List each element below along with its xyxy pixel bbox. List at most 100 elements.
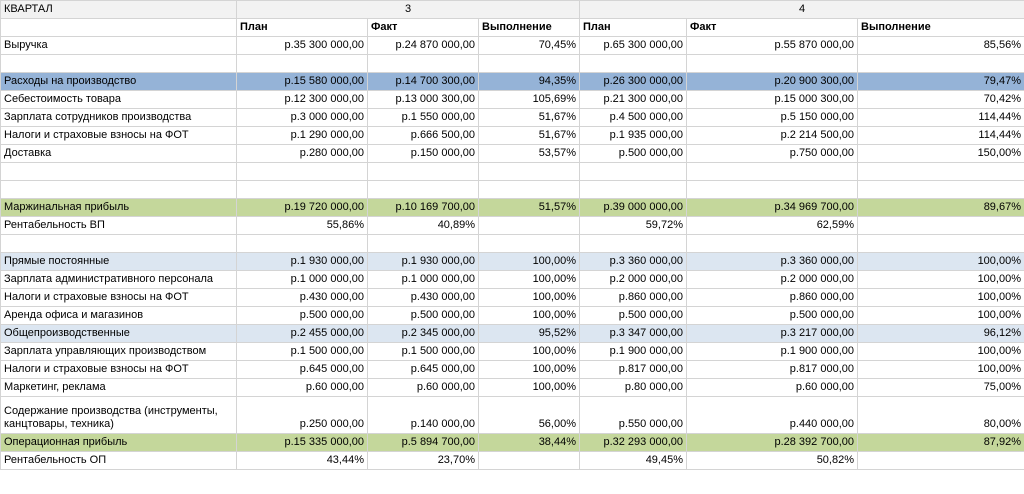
cell-q4-done[interactable] [857,162,1024,181]
cell-q3-fact[interactable]: р.150 000,00 [367,144,479,163]
cell-label[interactable] [0,234,237,253]
cell-q3-done[interactable]: 38,44% [478,433,580,452]
cell-q4-fact[interactable]: р.440 000,00 [686,396,858,434]
cell-q4-fact[interactable]: р.15 000 300,00 [686,90,858,109]
cell-q4-done[interactable]: 75,00% [857,378,1024,397]
cell-label[interactable]: Налоги и страховые взносы на ФОТ [0,360,237,379]
cell-q4-done[interactable] [857,54,1024,73]
cell-q3-plan[interactable]: р.1 500 000,00 [236,342,368,361]
cell-q4-plan[interactable]: р.32 293 000,00 [579,433,687,452]
cell-q4-fact[interactable]: р.3 217 000,00 [686,324,858,343]
cell-label[interactable]: Зарплата административного персонала [0,270,237,289]
cell-q3-done[interactable]: 53,57% [478,144,580,163]
cell-label[interactable]: Себестоимость товара [0,90,237,109]
cell-q3-fact[interactable]: р.1 500 000,00 [367,342,479,361]
cell-label[interactable]: Маркетинг, реклама [0,378,237,397]
cell-label[interactable]: Операционная прибыль [0,433,237,452]
cell-q3-done[interactable]: 51,57% [478,198,580,217]
cell-q3-done[interactable]: 100,00% [478,378,580,397]
cell-q4-plan[interactable]: р.860 000,00 [579,288,687,307]
cell-quarter-4[interactable]: 4 [579,0,1024,19]
cell-q3-done[interactable]: 95,52% [478,324,580,343]
cell-q4-done[interactable]: 100,00% [857,306,1024,325]
cell-q4-plan[interactable]: р.3 347 000,00 [579,324,687,343]
cell-q4-done[interactable]: 70,42% [857,90,1024,109]
cell-q3-fact[interactable] [367,234,479,253]
cell-q3-done[interactable]: 94,35% [478,72,580,91]
cell-q3-plan[interactable]: р.280 000,00 [236,144,368,163]
cell-label[interactable]: Налоги и страховые взносы на ФОТ [0,288,237,307]
cell-q3-fact[interactable] [367,180,479,199]
cell-q3-plan[interactable]: р.1 000 000,00 [236,270,368,289]
cell-q3-fact[interactable] [367,162,479,181]
cell-q3-done[interactable]: 100,00% [478,252,580,271]
cell-q4-plan[interactable]: 49,45% [579,451,687,470]
cell-label[interactable] [0,54,237,73]
cell-q3-done[interactable]: 51,67% [478,126,580,145]
cell-q3-done[interactable] [478,451,580,470]
cell-q4-plan[interactable] [579,180,687,199]
cell-q4-fact[interactable]: р.55 870 000,00 [686,36,858,55]
cell-q3-plan[interactable]: р.19 720 000,00 [236,198,368,217]
cell-q4-plan[interactable]: р.21 300 000,00 [579,90,687,109]
cell-q4-plan[interactable]: р.3 360 000,00 [579,252,687,271]
cell-q4-fact[interactable]: 50,82% [686,451,858,470]
cell-q3-plan[interactable]: 43,44% [236,451,368,470]
cell-q4-fact[interactable]: р.5 150 000,00 [686,108,858,127]
cell-q3-fact[interactable]: р.645 000,00 [367,360,479,379]
cell-q4-fact[interactable] [686,234,858,253]
cell-q4-done[interactable] [857,451,1024,470]
cell-q4-plan[interactable]: р.817 000,00 [579,360,687,379]
cell-q3-fact[interactable]: р.140 000,00 [367,396,479,434]
cell-q4-plan[interactable]: 59,72% [579,216,687,235]
cell-q3-plan[interactable]: р.12 300 000,00 [236,90,368,109]
cell-label[interactable]: Маржинальная прибыль [0,198,237,217]
cell-q3-done[interactable]: 70,45% [478,36,580,55]
cell-q3-done[interactable]: 100,00% [478,306,580,325]
cell-q4-done[interactable]: 114,44% [857,108,1024,127]
cell-q3-plan[interactable]: р.500 000,00 [236,306,368,325]
cell-label[interactable]: Зарплата сотрудников производства [0,108,237,127]
cell-q4-done[interactable] [857,180,1024,199]
cell-q4-plan[interactable] [579,234,687,253]
cell-q3-fact[interactable]: 23,70% [367,451,479,470]
cell-q4-done[interactable]: 85,56% [857,36,1024,55]
cell-q4-fact[interactable]: р.1 900 000,00 [686,342,858,361]
cell-q3-fact[interactable]: р.430 000,00 [367,288,479,307]
cell-q3-done[interactable] [478,216,580,235]
cell-q3-plan[interactable] [236,162,368,181]
cell-q3-done[interactable]: 56,00% [478,396,580,434]
cell-q3-fact[interactable]: р.1 550 000,00 [367,108,479,127]
cell-q4-plan[interactable]: р.65 300 000,00 [579,36,687,55]
cell-q3-plan[interactable]: р.430 000,00 [236,288,368,307]
cell-q4-done[interactable]: 100,00% [857,252,1024,271]
cell-q3-done[interactable]: 51,67% [478,108,580,127]
cell-q3-plan[interactable]: 55,86% [236,216,368,235]
cell-q4-done[interactable]: 114,44% [857,126,1024,145]
cell-q3-fact[interactable] [367,54,479,73]
cell-q3-plan[interactable]: р.15 580 000,00 [236,72,368,91]
cell-q4-fact[interactable] [686,54,858,73]
cell-q3-plan[interactable]: р.645 000,00 [236,360,368,379]
cell-q4-plan[interactable] [579,162,687,181]
cell-q4-done[interactable]: 89,67% [857,198,1024,217]
cell-empty-header[interactable] [0,18,237,37]
cell-label[interactable]: Расходы на производство [0,72,237,91]
cell-q3-plan[interactable]: р.2 455 000,00 [236,324,368,343]
cell-q3-done[interactable] [478,162,580,181]
cell-q4-done[interactable]: 100,00% [857,270,1024,289]
cell-title[interactable]: КВАРТАЛ [0,0,237,19]
cell-q4-plan[interactable]: р.39 000 000,00 [579,198,687,217]
cell-q4-fact[interactable]: р.28 392 700,00 [686,433,858,452]
cell-q4-done[interactable]: 87,92% [857,433,1024,452]
cell-label[interactable]: Доставка [0,144,237,163]
cell-q4-fact[interactable]: р.817 000,00 [686,360,858,379]
cell-q4-fact[interactable]: р.500 000,00 [686,306,858,325]
cell-label[interactable]: Выручка [0,36,237,55]
cell-q4-plan[interactable]: р.1 935 000,00 [579,126,687,145]
cell-q4-done[interactable]: 100,00% [857,288,1024,307]
cell-q4-fact[interactable] [686,180,858,199]
cell-q3-plan[interactable]: р.1 930 000,00 [236,252,368,271]
cell-q3-fact[interactable]: р.13 000 300,00 [367,90,479,109]
cell-label[interactable]: Аренда офиса и магазинов [0,306,237,325]
